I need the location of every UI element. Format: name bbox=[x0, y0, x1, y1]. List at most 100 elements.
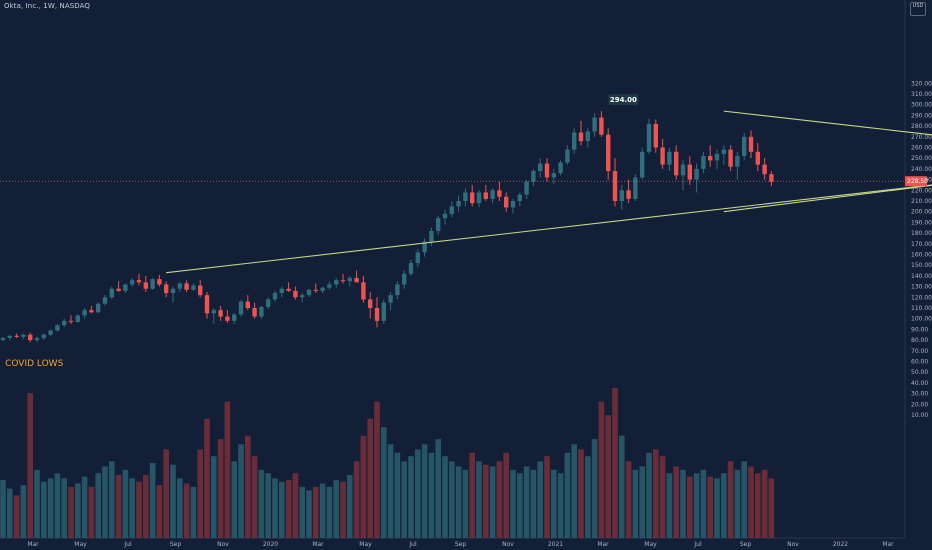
volume-bar bbox=[462, 469, 469, 538]
volume-bar bbox=[387, 444, 394, 538]
volume-bar bbox=[761, 469, 768, 538]
candle-body bbox=[130, 280, 135, 285]
candle-body bbox=[123, 284, 128, 291]
candle-body bbox=[368, 299, 373, 308]
volume-bar bbox=[605, 415, 611, 538]
volume-bar bbox=[136, 481, 142, 538]
candle-body bbox=[483, 192, 488, 199]
candle-body bbox=[653, 123, 658, 148]
candle-body bbox=[633, 177, 638, 199]
volume-bar bbox=[333, 480, 339, 538]
candle-body bbox=[714, 153, 720, 161]
candle-body bbox=[667, 151, 672, 165]
candle-body bbox=[612, 171, 618, 201]
volume-bar bbox=[408, 456, 414, 538]
candle-body bbox=[245, 301, 250, 308]
candle-body bbox=[687, 164, 692, 180]
price-tick-label: 160.00 bbox=[911, 252, 932, 259]
peak-label: 294.00 bbox=[610, 96, 637, 104]
volume-bar bbox=[394, 452, 401, 538]
candle-body bbox=[177, 283, 182, 289]
candle-body bbox=[578, 132, 584, 142]
candle-body bbox=[436, 218, 441, 231]
candle-body bbox=[510, 201, 516, 208]
volume-bar bbox=[727, 461, 734, 538]
volume-bar bbox=[68, 486, 74, 538]
candle-body bbox=[143, 282, 148, 289]
time-tick-label: May bbox=[359, 541, 372, 548]
candle-body bbox=[109, 288, 114, 298]
volume-bar bbox=[680, 469, 686, 538]
candle-body bbox=[674, 151, 679, 176]
candle-body bbox=[7, 335, 12, 338]
candle-body bbox=[599, 117, 604, 135]
candle-body bbox=[742, 136, 747, 157]
candle-body bbox=[252, 308, 257, 317]
volume-bar bbox=[353, 461, 360, 538]
price-tick-label: 270.00 bbox=[911, 134, 932, 141]
volume-bar bbox=[319, 483, 326, 538]
volume-bar bbox=[666, 473, 673, 538]
time-tick-label: Sep bbox=[740, 541, 752, 548]
price-tick-label: 200.00 bbox=[911, 209, 932, 216]
candle-body bbox=[531, 171, 536, 182]
time-tick-label: Sep bbox=[455, 541, 467, 548]
volume-bar bbox=[27, 393, 33, 538]
volume-bar bbox=[401, 461, 407, 538]
candle-body bbox=[449, 206, 454, 214]
candle-body bbox=[334, 280, 339, 285]
candle-body bbox=[544, 163, 550, 178]
price-tick-label: 80.00 bbox=[911, 337, 928, 344]
volume-bar bbox=[115, 474, 122, 538]
volume-bar bbox=[347, 474, 353, 538]
candle-body bbox=[28, 334, 33, 341]
volume-bar bbox=[741, 461, 747, 538]
volume-bar bbox=[381, 427, 387, 538]
volume-bar bbox=[455, 466, 462, 538]
volume-bar bbox=[7, 488, 13, 538]
price-tick-label: 90.00 bbox=[911, 326, 928, 333]
price-tick-label: 290.00 bbox=[911, 112, 932, 119]
candle-body bbox=[62, 320, 67, 326]
volume-bar bbox=[367, 418, 373, 538]
candle-body bbox=[558, 162, 563, 174]
volume-bar bbox=[129, 478, 135, 538]
volume-bar bbox=[673, 466, 679, 538]
price-tick-label: 40.00 bbox=[911, 380, 928, 387]
volume-bar bbox=[489, 466, 496, 538]
candle-body bbox=[504, 196, 509, 208]
volume-bar bbox=[204, 418, 210, 538]
time-tick-label: Nov bbox=[502, 541, 514, 548]
volume-bar bbox=[557, 473, 564, 538]
volume-bar bbox=[299, 486, 305, 538]
covid-lows-label: COVID LOWS bbox=[5, 359, 63, 369]
time-tick-label: Nov bbox=[787, 541, 799, 548]
candle-body bbox=[82, 310, 87, 316]
time-tick-label: Mar bbox=[312, 541, 324, 548]
candle-body bbox=[164, 284, 169, 294]
candle-body bbox=[755, 151, 760, 165]
candle-body bbox=[592, 117, 597, 132]
volume-bar bbox=[272, 478, 278, 538]
candle-body bbox=[490, 190, 495, 199]
candle-body bbox=[769, 174, 774, 182]
time-tick-label: 2021 bbox=[548, 541, 563, 548]
volume-bar bbox=[632, 469, 639, 538]
candle-body bbox=[646, 123, 652, 152]
candle-body bbox=[701, 156, 706, 169]
volume-bar bbox=[183, 483, 190, 538]
candle-body bbox=[402, 273, 407, 285]
volume-bar bbox=[122, 469, 129, 538]
volume-bar bbox=[496, 461, 503, 538]
currency-badge[interactable]: USD bbox=[910, 2, 926, 16]
volume-bar bbox=[707, 476, 713, 538]
volume-bar bbox=[483, 464, 489, 538]
candle-body bbox=[21, 334, 26, 337]
price-tick-label: 320.00 bbox=[911, 80, 932, 87]
price-tick-label: 240.00 bbox=[911, 166, 932, 173]
volume-bar bbox=[170, 464, 176, 538]
candle-body bbox=[388, 295, 393, 303]
candle-body bbox=[34, 337, 40, 341]
